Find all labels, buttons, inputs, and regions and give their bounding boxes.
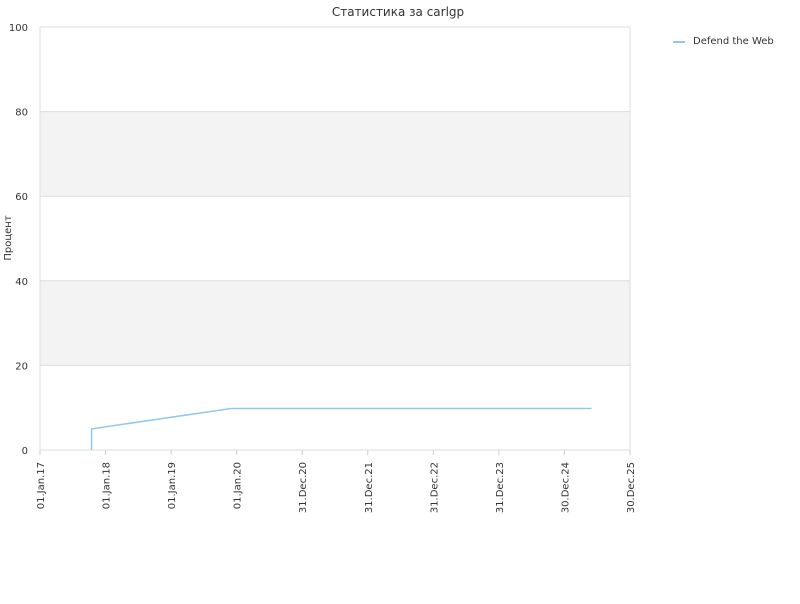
plot-band xyxy=(40,280,630,366)
x-tick-label: 31.Dec.20 xyxy=(298,462,309,513)
x-axis-ticks: 01.Jan.17 01.Jan.18 01.Jan.19 01.Jan.20 31.D… xyxy=(36,450,637,513)
y-tick-label: 20 xyxy=(15,361,28,372)
x-tick-label: 31.Dec.22 xyxy=(429,462,440,513)
y-tick-label: 0 xyxy=(22,446,28,457)
x-tick-label: 01.Jan.17 xyxy=(36,462,47,509)
plot-area xyxy=(40,27,630,450)
x-tick-label: 31.Dec.23 xyxy=(495,462,506,513)
x-tick-label: 01.Jan.18 xyxy=(102,462,113,509)
plot-background xyxy=(40,27,630,450)
series-line xyxy=(90,407,592,450)
grid-lines xyxy=(39,26,631,451)
y-tick-label: 60 xyxy=(15,192,28,203)
plot-band xyxy=(40,111,630,197)
legend-entry-label: Defend the Web xyxy=(693,36,774,47)
x-tick-label: 31.Dec.21 xyxy=(364,462,375,513)
y-axis-ticks: 0 20 40 60 80 100 xyxy=(9,23,28,457)
x-tick-label: 01.Jan.19 xyxy=(167,462,178,509)
x-tick-label: 30.Dec.24 xyxy=(560,462,571,513)
series-group xyxy=(90,407,592,450)
x-tick-label: 30.Dec.25 xyxy=(626,462,637,513)
y-tick-label: 40 xyxy=(15,277,28,288)
legend: Defend the Web xyxy=(673,36,774,47)
x-tick-label: 01.Jan.20 xyxy=(233,462,244,509)
chart-title: Статистика за carlgp xyxy=(332,5,464,19)
y-axis-label: Процент xyxy=(3,215,14,260)
y-tick-label: 100 xyxy=(9,23,28,34)
y-tick-label: 80 xyxy=(15,108,28,119)
